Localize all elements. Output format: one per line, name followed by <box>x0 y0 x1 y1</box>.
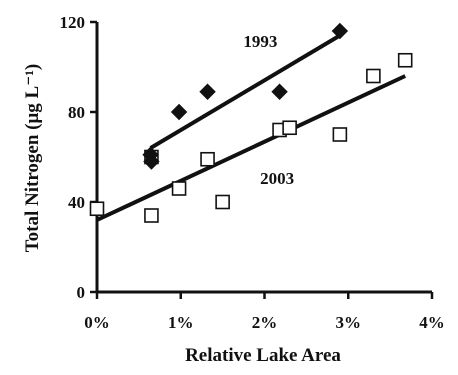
trendlines <box>96 33 407 222</box>
diamond-marker <box>170 103 188 121</box>
data-markers <box>89 22 413 223</box>
x-tick-label: 1% <box>168 313 194 332</box>
x-tick-label: 3% <box>336 313 362 332</box>
y-tick-label: 120 <box>60 13 86 32</box>
x-tick-label: 4% <box>419 313 445 332</box>
square-marker <box>144 208 159 223</box>
diamond-marker <box>331 22 349 40</box>
square-marker <box>89 201 105 217</box>
square-marker <box>366 68 381 84</box>
y-tick-label: 0 <box>77 283 86 302</box>
y-tick-label: 40 <box>68 193 85 212</box>
series-annotations: 1993 2003 <box>243 32 294 188</box>
trendline <box>96 74 407 222</box>
x-axis-title: Relative Lake Area <box>185 345 341 366</box>
y-tick-label: 80 <box>68 103 85 122</box>
square-marker <box>397 52 413 68</box>
x-tick-label: 2% <box>252 313 278 332</box>
square-marker <box>332 127 348 142</box>
diamond-marker <box>143 153 160 170</box>
x-tick-label: 0% <box>84 313 110 332</box>
square-marker <box>171 181 187 196</box>
square-marker <box>215 194 230 210</box>
y-axis-title: Total Nitrogen (μg L⁻¹) <box>22 64 43 253</box>
axes: 0 40 80 120 0% 1% 2% 3% 4% <box>60 13 445 332</box>
series-label: 2003 <box>260 169 294 188</box>
square-marker <box>200 151 215 167</box>
trendline <box>149 33 341 150</box>
diamond-marker <box>271 83 288 100</box>
diamond-marker <box>199 83 216 100</box>
series-label: 1993 <box>243 32 277 51</box>
square-marker <box>282 120 297 136</box>
